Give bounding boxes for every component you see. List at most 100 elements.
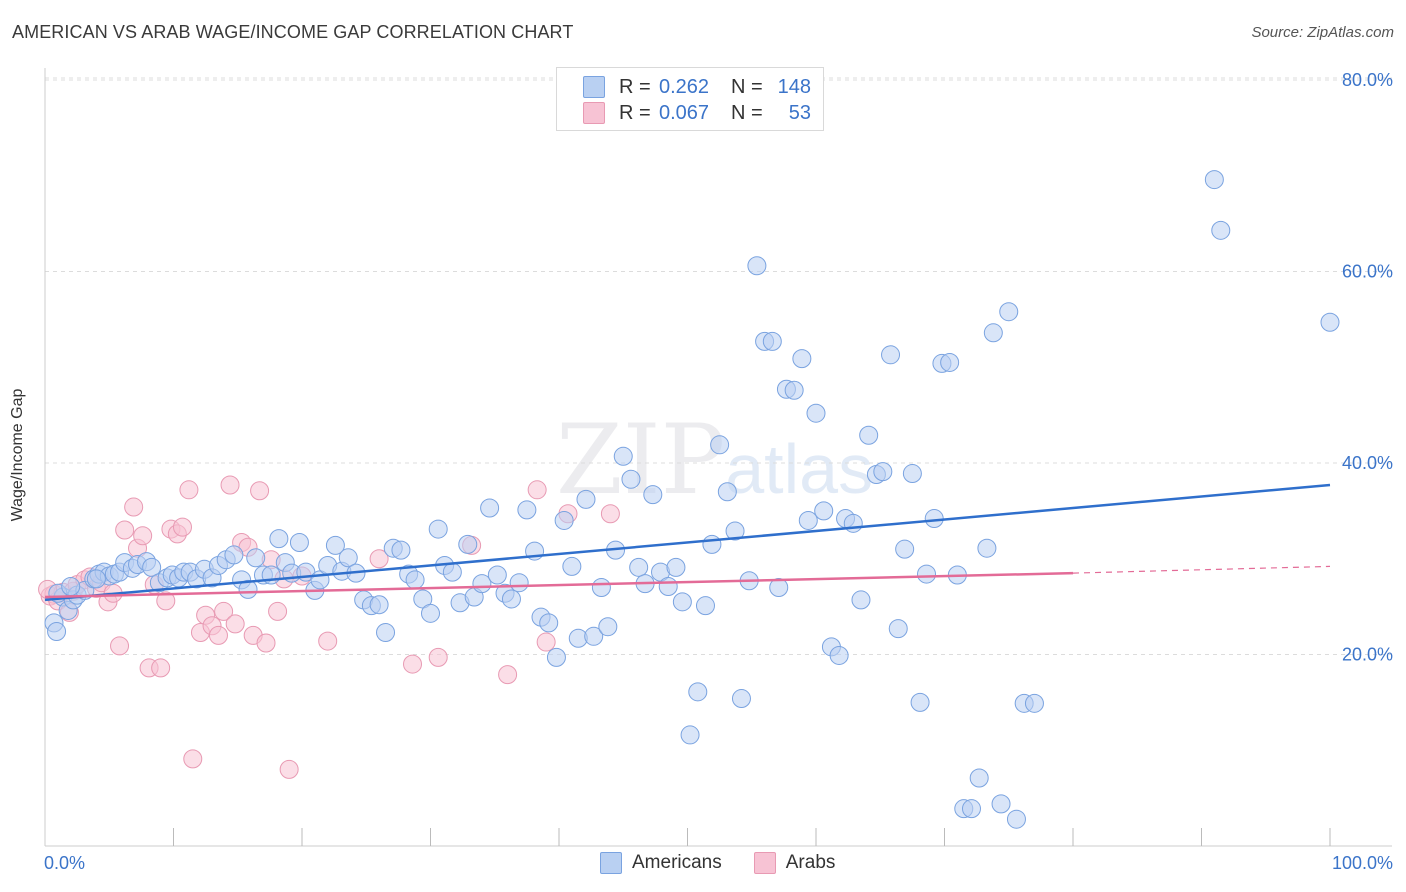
american-point [591,577,611,597]
american-point [731,689,751,709]
trend-lines [44,483,1331,602]
american-point [747,256,767,276]
american-point [61,577,81,597]
arabs-trend-line [44,571,1074,599]
american-point [487,565,507,585]
arab-point [527,480,547,500]
arab-point [115,520,135,540]
arab-point [133,526,153,546]
american-point [658,577,678,597]
american-point [999,302,1019,322]
bottom-legend-label-americans: Americans [632,852,722,873]
american-point [546,647,566,667]
source-label: Source: ZipAtlas.com [1251,24,1394,41]
y-tick-label: 60.0% [1342,262,1393,282]
arab-point [172,517,192,537]
american-point [688,682,708,702]
american-point [338,548,358,568]
american-point [851,590,871,610]
arab-point [110,636,130,656]
american-point [246,548,266,568]
american-point [695,596,715,616]
american-point [539,613,559,633]
american-point [1211,220,1231,240]
arab-point [183,749,203,769]
bottom-legend-americans[interactable]: Americans [600,852,722,874]
american-point [269,529,289,549]
arab-point [279,759,299,779]
american-point [643,485,663,505]
americans-points [44,170,1340,829]
american-point [881,345,901,365]
arab-point [208,625,228,645]
arab-point [214,601,234,621]
american-point [501,589,521,609]
arab-point [156,591,176,611]
arab-point [268,601,288,621]
legend-box: R = 0.262 N = 148 R = 0.067 N = 53 [556,67,824,131]
arab-point [225,614,245,634]
american-point [910,692,930,712]
american-point [717,482,737,502]
american-point [598,617,618,637]
y-tick-label: 80.0% [1342,70,1393,90]
tick-labels: 20.0% 40.0% 60.0% 80.0% 0.0% 100.0% [44,70,1393,873]
american-point [902,464,922,484]
legend-n-value: 53 [788,101,811,124]
american-point [47,622,67,642]
american-point [983,323,1003,343]
american-point [621,469,641,489]
american-point [629,557,649,577]
american-point [725,521,745,541]
american-point [1320,312,1340,332]
legend-swatch-arabs [583,102,605,124]
american-point [325,535,345,555]
american-point [421,603,440,623]
y-tick-label: 40.0% [1342,453,1393,473]
x-tick-label-max: 100.0% [1332,853,1393,873]
arabs-points [38,475,620,779]
american-point [680,725,700,745]
arab-point [498,665,518,685]
american-point [961,799,981,819]
american-point [798,510,818,530]
grid-lines [45,77,1392,655]
american-point [405,570,425,590]
axes [44,68,1392,847]
american-point [924,509,944,529]
american-point [509,573,529,593]
american-point [369,595,389,615]
american-point [873,462,893,482]
legend-n-value: 148 [777,75,811,98]
arab-point [369,549,389,569]
american-point [554,510,574,530]
american-point [517,500,537,520]
american-point [940,352,960,372]
american-point [792,349,812,369]
arab-point [318,631,338,651]
arab-point [151,658,171,678]
american-point [238,579,258,599]
american-point [428,519,448,539]
american-point [1204,170,1224,190]
legend-row-arabs: R = 0.067 N = 53 [583,100,811,126]
american-point [86,569,106,589]
chart-title: AMERICAN VS ARAB WAGE/INCOME GAP CORRELA… [12,22,574,42]
bottom-legend-label-arabs: Arabs [785,852,836,873]
american-point [666,557,686,577]
american-point [991,794,1011,814]
y-tick-label: 20.0% [1342,645,1393,665]
legend-n-label: N = [731,75,763,98]
arab-point [536,632,556,652]
american-point [480,498,500,518]
bottom-legend-arabs[interactable]: Arabs [753,852,836,874]
american-point [806,403,826,423]
american-point [289,532,309,552]
arab-point [403,654,423,674]
american-point [843,513,863,533]
american-point [895,539,915,559]
american-point [969,768,989,788]
legend-swatch-americans [583,76,605,98]
american-point [224,545,244,565]
